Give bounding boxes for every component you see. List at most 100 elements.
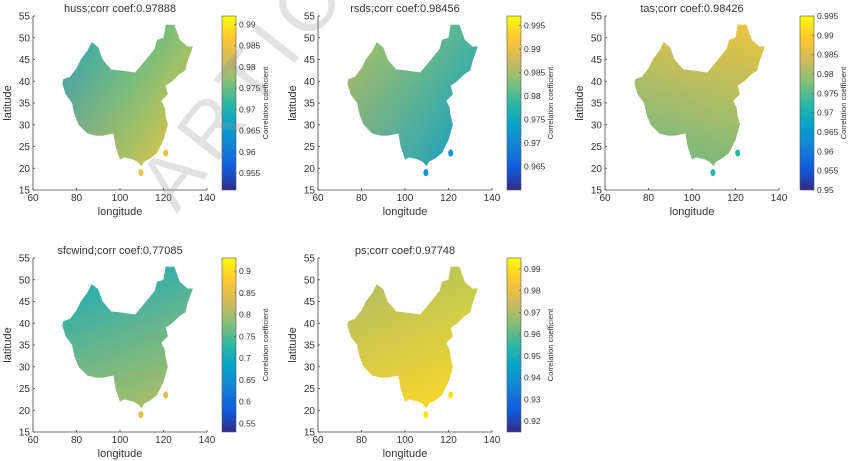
x-tick-label: 100	[112, 193, 129, 204]
y-tick-label: 20	[304, 406, 316, 417]
colorbar-tick-label: 0.995	[524, 20, 546, 30]
colorbar	[506, 15, 522, 191]
y-tick-label: 20	[19, 406, 31, 417]
colorbar-tick-label: 0.96	[817, 146, 834, 156]
x-tick-label: 60	[599, 193, 611, 204]
colorbar-tick-label: 0.7	[239, 353, 251, 363]
island	[138, 169, 144, 177]
x-tick-label: 80	[71, 193, 83, 204]
subplot-title: huss;corr coef:0.97888	[64, 3, 176, 15]
colorbar-tick-label: 0.97	[524, 307, 541, 317]
colorbar	[506, 257, 522, 433]
x-tick-label: 80	[356, 193, 368, 204]
x-tick-label: 140	[199, 193, 216, 204]
colorbar-tick-label: 0.99	[239, 19, 256, 29]
subplot-1: 60 80 100 120 140 15 20 25 30 35 40 45 50 55 huss;corr…	[2, 3, 270, 218]
y-axis-label: latitude	[287, 85, 299, 120]
subplot-4: 60 80 100 120 140 15 20 25 30 35 40 45 50 55 sfcwind;c…	[2, 245, 270, 460]
map-region-overlay	[62, 24, 193, 167]
colorbar-tick-label: 0.98	[817, 69, 834, 79]
subplot-5: 60 80 100 120 140 15 20 25 30 35 40 45 50 55 ps;corr c…	[287, 245, 555, 460]
y-tick-label: 45	[591, 55, 603, 66]
colorbar-tick-label: 0.9	[239, 266, 251, 276]
y-tick-label: 55	[304, 12, 316, 23]
x-tick-label: 120	[155, 193, 172, 204]
y-tick-label: 35	[591, 99, 603, 110]
y-tick-label: 55	[19, 254, 31, 265]
subplot-2: 60 80 100 120 140 15 20 25 30 35 40 45 50 55 rsds;corr…	[287, 3, 555, 218]
y-tick-label: 35	[19, 99, 31, 110]
colorbar-tick-label: 0.97	[817, 108, 834, 118]
y-tick-label: 25	[304, 384, 316, 395]
x-axis-label: longitude	[670, 206, 715, 218]
colorbar-tick-label: 0.985	[239, 41, 261, 51]
y-tick-label: 30	[19, 362, 31, 373]
map-region-overlay	[347, 24, 478, 167]
y-tick-label: 35	[19, 341, 31, 352]
y-tick-label: 50	[19, 275, 31, 286]
y-tick-label: 35	[304, 99, 316, 110]
x-tick-label: 60	[27, 193, 39, 204]
y-tick-label: 45	[19, 55, 31, 66]
colorbar-tick-label: 0.965	[817, 127, 839, 137]
y-tick-label: 40	[304, 77, 316, 88]
y-tick-label: 45	[19, 297, 31, 308]
y-tick-label: 15	[304, 186, 316, 197]
colorbar-tick-label: 0.995	[817, 11, 839, 21]
colorbar-tick-label: 0.98	[524, 91, 541, 101]
x-tick-label: 100	[397, 435, 414, 446]
colorbar-tick-label: 0.975	[239, 83, 261, 93]
y-tick-label: 40	[591, 77, 603, 88]
island	[448, 391, 454, 399]
y-tick-label: 45	[304, 297, 316, 308]
x-axis-label: longitude	[98, 206, 143, 218]
island	[710, 169, 716, 177]
colorbar-tick-label: 0.85	[239, 288, 256, 298]
x-tick-label: 60	[27, 435, 39, 446]
x-tick-label: 120	[727, 193, 744, 204]
y-tick-label: 50	[591, 33, 603, 44]
y-axis-label: latitude	[287, 327, 299, 362]
colorbar-tick-label: 0.94	[524, 373, 541, 383]
y-tick-label: 30	[304, 362, 316, 373]
map-region-overlay	[634, 24, 765, 167]
subplot-title: sfcwind;corr coef:0.77085	[57, 245, 182, 257]
x-tick-label: 60	[312, 435, 324, 446]
y-axis-label: latitude	[2, 85, 14, 120]
y-tick-label: 25	[19, 142, 31, 153]
y-tick-label: 15	[19, 186, 31, 197]
y-tick-label: 15	[19, 428, 31, 439]
y-axis-label: latitude	[574, 85, 586, 120]
colorbar-tick-label: 0.92	[524, 416, 541, 426]
colorbar-tick-label: 0.96	[524, 329, 541, 339]
colorbar-tick-label: 0.975	[524, 114, 546, 124]
y-tick-label: 20	[591, 164, 603, 175]
colorbar-tick-label: 0.975	[817, 88, 839, 98]
y-axis-label: latitude	[2, 327, 14, 362]
island	[423, 169, 429, 177]
subplot-title: ps;corr coef:0.97748	[355, 245, 455, 257]
x-tick-label: 100	[397, 193, 414, 204]
y-tick-label: 55	[591, 12, 603, 23]
subplot-title: tas;corr coef:0.98426	[640, 3, 743, 15]
y-tick-label: 20	[19, 164, 31, 175]
y-tick-label: 25	[591, 142, 603, 153]
colorbar-label: Correlation coefficient	[261, 308, 270, 381]
island	[163, 149, 169, 157]
y-tick-label: 25	[19, 384, 31, 395]
x-tick-label: 80	[356, 435, 368, 446]
colorbar-label: Correlation coefficient	[546, 66, 555, 139]
x-tick-label: 120	[440, 435, 457, 446]
x-axis-label: longitude	[383, 206, 428, 218]
colorbar-tick-label: 0.985	[524, 67, 546, 77]
y-tick-label: 35	[304, 341, 316, 352]
y-tick-label: 40	[19, 319, 31, 330]
y-tick-label: 25	[304, 142, 316, 153]
subplot-3: 60 80 100 120 140 15 20 25 30 35 40 45 50 55 tas;corr …	[574, 3, 848, 218]
x-axis-label: longitude	[383, 448, 428, 460]
y-tick-label: 50	[304, 275, 316, 286]
x-tick-label: 120	[155, 435, 172, 446]
y-tick-label: 40	[19, 77, 31, 88]
y-tick-label: 30	[591, 120, 603, 131]
